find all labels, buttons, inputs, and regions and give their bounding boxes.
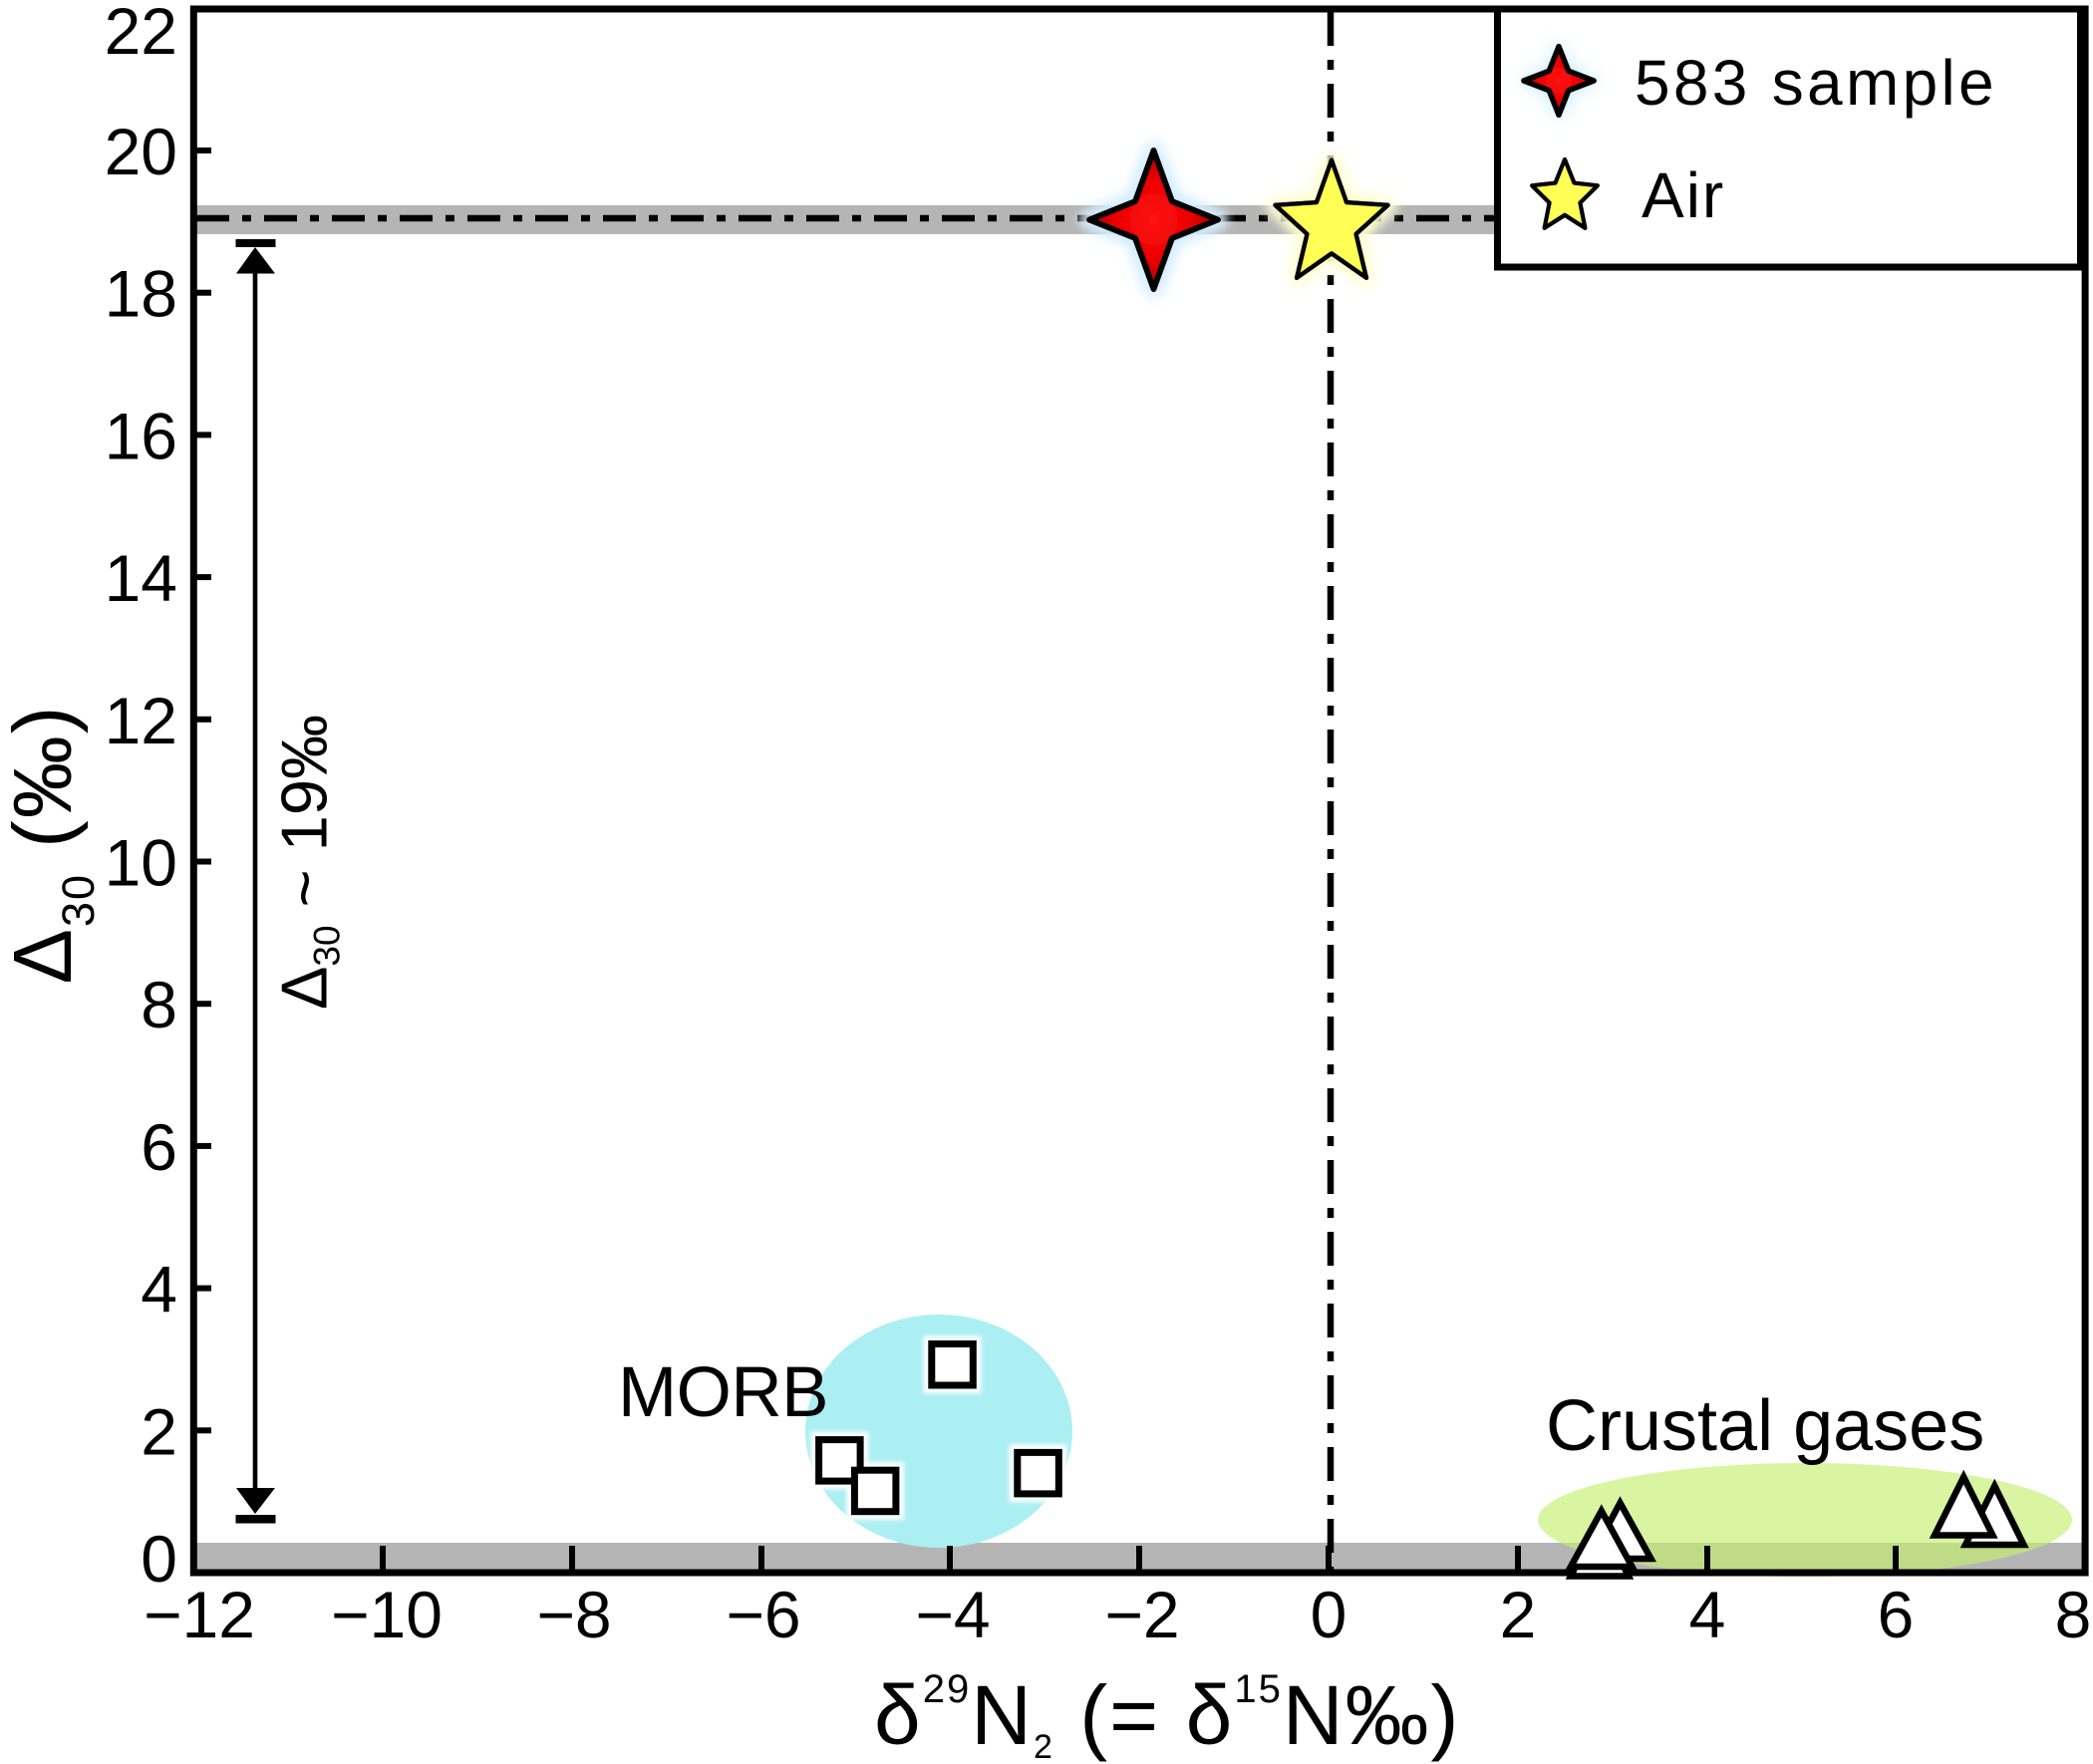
svg-text:δ29N2 (= δ15N‰): δ29N2 (= δ15N‰) [874,1667,1460,1764]
svg-text:8: 8 [2055,1578,2092,1651]
svg-text:Δ30 (‰): Δ30 (‰) [0,705,104,985]
svg-text:10: 10 [105,826,177,900]
svg-text:−12: −12 [144,1578,255,1651]
svg-text:16: 16 [105,399,177,472]
svg-text:−8: −8 [536,1578,611,1651]
svg-text:Air: Air [1642,159,1725,231]
svg-text:4: 4 [141,1253,177,1326]
svg-text:Crustal gases: Crustal gases [1546,1386,1984,1466]
svg-text:14: 14 [105,541,177,615]
svg-text:−6: −6 [726,1578,800,1651]
svg-text:−2: −2 [1104,1578,1179,1651]
svg-text:2: 2 [141,1394,177,1468]
svg-text:Δ30 ~ 19‰: Δ30 ~ 19‰ [268,715,348,1010]
svg-text:6: 6 [141,1110,177,1184]
svg-text:22: 22 [105,0,177,68]
svg-text:583 sample: 583 sample [1635,47,1997,119]
svg-text:−10: −10 [331,1578,443,1651]
svg-text:MORB: MORB [618,1353,828,1432]
svg-text:8: 8 [141,968,177,1041]
svg-text:6: 6 [1878,1578,1915,1651]
svg-text:2: 2 [1500,1578,1537,1651]
svg-text:0: 0 [1311,1578,1347,1651]
svg-text:0: 0 [141,1522,177,1596]
svg-text:−4: −4 [915,1578,990,1651]
svg-text:18: 18 [105,257,177,331]
svg-text:12: 12 [105,684,177,757]
svg-text:20: 20 [105,115,177,188]
svg-text:4: 4 [1689,1578,1726,1651]
